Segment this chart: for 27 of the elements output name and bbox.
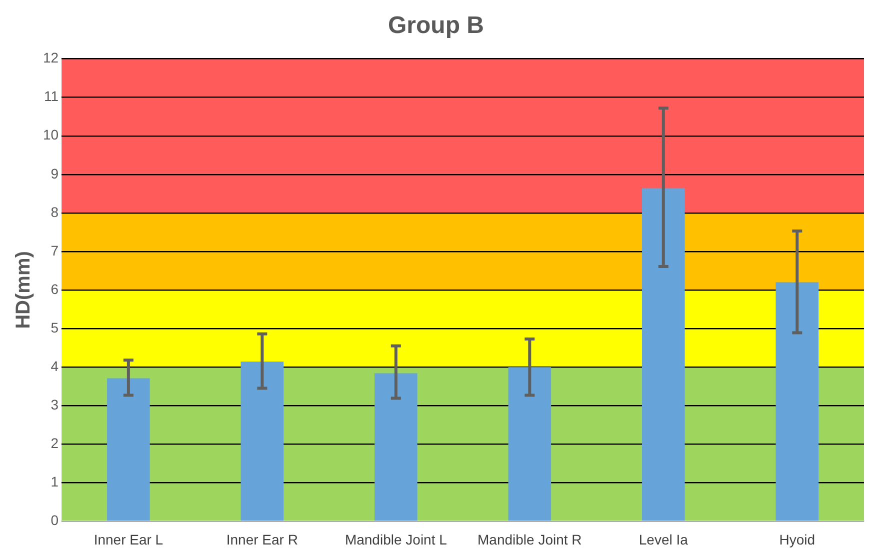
- x-tick-label: Mandible Joint L: [344, 531, 448, 548]
- chart-title: Group B: [388, 12, 484, 40]
- bar: [107, 378, 150, 521]
- bar: [508, 367, 552, 521]
- y-tick-label: 4: [50, 358, 59, 374]
- y-tick-label: 6: [50, 280, 59, 297]
- bar: [240, 362, 284, 521]
- bar: [642, 188, 685, 521]
- y-tick-label: 1: [50, 474, 59, 490]
- x-tick-label: Mandible Joint R: [478, 531, 582, 548]
- y-tick-label: 2: [50, 434, 59, 451]
- x-tick-label: Inner Ear L: [94, 531, 164, 548]
- y-tick-label: 10: [42, 126, 59, 143]
- bar: [776, 282, 819, 521]
- y-axis-title: HD(mm): [12, 251, 35, 329]
- x-tick-label: Inner Ear R: [226, 531, 298, 548]
- y-tick-label: 0: [50, 512, 59, 528]
- y-tick-label: 7: [50, 242, 59, 258]
- y-tick-label: 5: [50, 319, 59, 336]
- y-tick-label: 12: [42, 50, 59, 66]
- x-tick-label: Hyoid: [779, 531, 816, 548]
- x-tick-label: Level Ia: [638, 531, 688, 548]
- y-tick-label: 11: [44, 88, 59, 104]
- bar: [374, 373, 418, 521]
- y-tick-label: 3: [50, 396, 59, 412]
- y-tick-label: 9: [50, 165, 59, 182]
- y-tick-label: 8: [50, 204, 59, 220]
